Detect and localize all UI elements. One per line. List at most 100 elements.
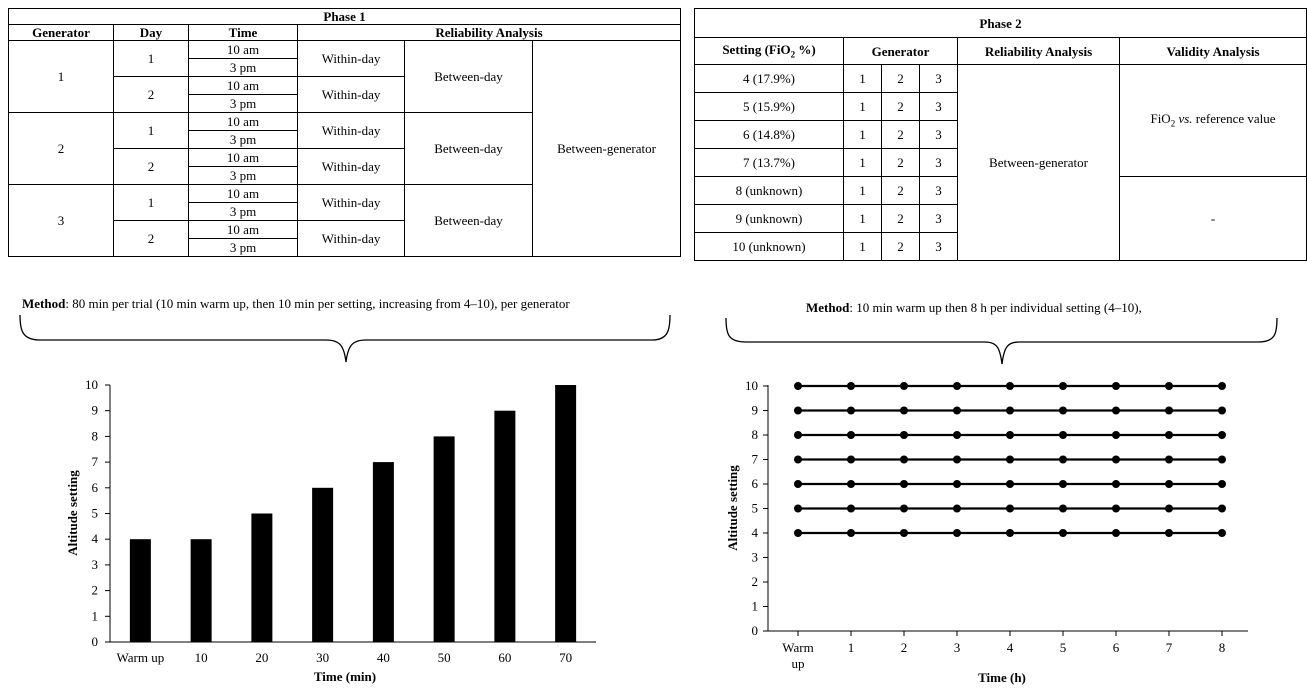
bar [372,462,394,642]
x-tick-label: up [792,656,805,671]
data-point [847,382,855,390]
fio2-text: FiO [1150,111,1171,127]
data-point [1112,406,1120,415]
x-tick-label: 5 [1060,640,1067,655]
y-tick-label: 2 [92,583,99,598]
bar-chart: 0 1 2 3 4 5 6 7 8 9 10 Warm up 10 20 30 40 50 60 70 Altit… [65,377,596,684]
data-point [847,504,855,513]
phase2-setting-cell: 6 (14.8%) [694,120,844,149]
method-left-text: : 80 min per trial (10 min warm up, then… [65,296,570,311]
data-point [1112,431,1120,439]
data-point [900,504,908,513]
brace-right-icon [725,317,1278,365]
phase2-gen-cell: 3 [919,120,958,149]
phase1-within-day-cell: Within-day [297,148,405,185]
phase2-gen-cell: 3 [919,204,958,233]
data-point [1165,529,1173,537]
data-point [794,504,802,513]
data-point [1218,455,1226,464]
x-tick-label: 50 [438,650,451,665]
bar [251,513,273,642]
y-tick-label: 9 [752,403,759,418]
data-point [953,455,961,464]
y-tick-label: 0 [92,634,99,649]
data-point [953,382,961,390]
phase2-gen-cell: 3 [919,92,958,121]
data-point [900,455,908,464]
y-tick-label: 3 [92,557,99,572]
phase2-header-generator: Generator [843,37,958,65]
phase2-validity-empty-cell: - [1118,176,1307,261]
phase1-day-cell: 2 [113,220,189,257]
phase2-header-reliability: Reliability Analysis [957,37,1120,65]
vs-text: vs. [1178,111,1193,127]
method-right: Method: 10 min warm up then 8 h per indi… [806,300,1142,316]
data-point [1218,382,1226,390]
phase2-header-setting-post: %) [795,41,816,57]
phase1-table: Phase 1 Generator Day Time Reliability A… [7,8,682,257]
x-tick-label: 4 [1007,640,1014,655]
x-tick-label: 2 [901,640,908,655]
y-tick-label: 3 [752,550,759,565]
y-tick-label: 6 [752,476,759,491]
bar [129,539,151,642]
phase1-between-day-cell: Between-day [404,112,533,185]
y-tick-label: 8 [752,427,759,442]
data-point [1165,406,1173,415]
data-point [1112,382,1120,390]
data-point [794,431,802,439]
data-point [900,480,908,488]
data-point [1218,431,1226,439]
x-tick-label: 20 [255,650,268,665]
y-tick-label: 5 [752,501,759,516]
phase2-table: Phase 2 Setting (FiO2 %) Generator Relia… [693,8,1307,261]
phase1-within-day-cell: Within-day [297,184,405,221]
y-tick-label: 1 [752,599,759,614]
y-tick-label: 1 [92,608,99,623]
data-point [1112,529,1120,537]
data-point [1059,455,1067,464]
data-point [1218,480,1226,488]
data-point [794,455,802,464]
data-point [1218,406,1226,415]
phase2-gen-cell: 1 [843,92,882,121]
y-tick-label: 7 [752,452,759,467]
data-point [847,480,855,488]
data-point [900,406,908,415]
y-tick-label: 2 [752,574,759,589]
data-point [1006,529,1014,537]
phase2-reliability-cell: Between-generator [957,64,1120,261]
reference-value-text: reference value [1192,111,1276,127]
x-tick-label: 30 [316,650,329,665]
x-tick-label: 10 [195,650,208,665]
y-tick-label: 10 [745,378,758,393]
phase2-header-setting: Setting (FiO2 %) [694,37,844,65]
data-point [1165,480,1173,488]
bar [433,436,455,642]
x-tick-label: 1 [848,640,855,655]
data-point [1059,406,1067,415]
phase2-header-setting-sub: 2 [790,49,796,60]
data-point [1218,529,1226,537]
y-tick-label: 6 [92,480,99,495]
phase1-generator-cell: 2 [8,112,114,185]
data-point [1165,504,1173,513]
data-point [794,406,802,415]
bar [190,539,212,642]
phase2-setting-cell: 7 (13.7%) [694,148,844,177]
data-point [1165,382,1173,390]
phase2-header-validity: Validity Analysis [1118,37,1307,65]
data-point [900,382,908,390]
phase2-gen-cell: 2 [881,232,920,261]
phase2-header-setting-pre: Setting (FiO [722,41,791,57]
bar [312,487,334,642]
data-point [900,529,908,537]
y-tick-label: 0 [752,623,759,638]
phase1-day-cell: 2 [113,148,189,185]
phase1-generator-cell: 1 [8,40,114,113]
data-point [1006,431,1014,439]
method-right-text: : 10 min warm up then 8 h per individual… [849,300,1142,315]
phase2-gen-cell: 3 [919,64,958,93]
bar [494,410,516,642]
phase1-day-cell: 1 [113,112,189,149]
